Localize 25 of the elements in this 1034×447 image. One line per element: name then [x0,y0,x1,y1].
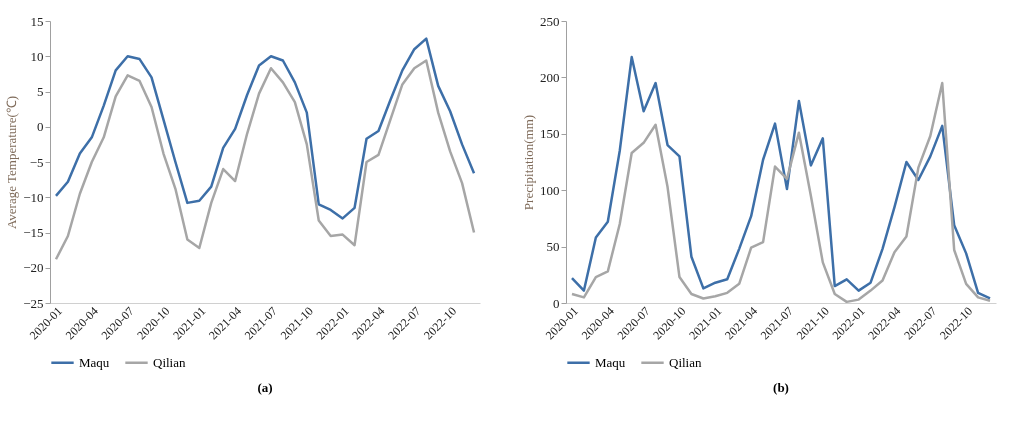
y-tick-label: −20 [23,260,44,276]
y-tick-label: 0 [37,119,44,135]
y-tick-label: 15 [30,13,44,29]
y-axis-title: Precipitation(mm) [521,114,536,211]
y-tick-label: 50 [546,239,560,255]
legend-label: Qilian [669,354,702,370]
y-tick-label: 100 [540,182,560,198]
y-tick-label: 250 [540,13,560,29]
legend-label: Maqu [79,354,110,370]
legend-label: Qilian [153,354,186,370]
legend-label: Maqu [595,354,626,370]
text: (b) [773,380,789,395]
y-tick-label: −10 [23,189,44,205]
text: (a) [257,380,273,395]
y-tick-label: 5 [37,84,44,99]
y-tick-label: 150 [540,126,560,142]
line-series [54,37,476,220]
y-tick-label: 0 [553,295,560,311]
y-axis-title: Average Temperature(℃) [4,95,20,230]
y-tick-label: −5 [29,154,44,170]
y-tick-label: 10 [30,48,44,64]
y-tick-label: −25 [23,295,44,311]
y-tick-label: 200 [540,69,560,85]
line-series [54,59,476,261]
y-tick-label: −15 [23,225,44,240]
